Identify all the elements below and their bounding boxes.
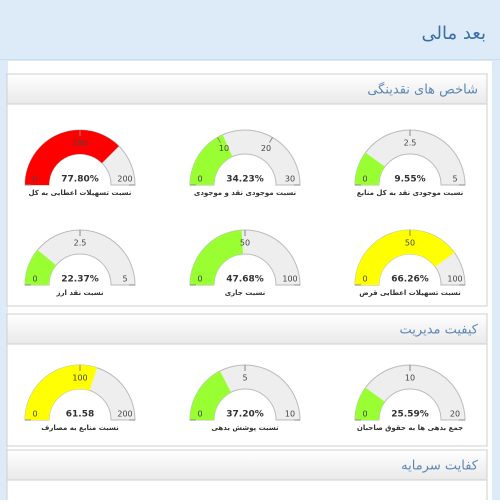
gauge-tick-label: 30 bbox=[285, 175, 295, 184]
gauge-fill bbox=[25, 130, 119, 185]
side-strip bbox=[492, 60, 500, 500]
gauge-tick bbox=[217, 137, 221, 143]
gauge-value: 47.68% bbox=[226, 275, 264, 285]
panel-header bbox=[6, 313, 488, 345]
gauge-tick-label: 0 bbox=[362, 175, 367, 184]
gauge-tick-label: 10 bbox=[285, 410, 295, 419]
gauge-tick-label: 20 bbox=[261, 144, 271, 153]
panel-title: کیفیت مدیریت bbox=[400, 323, 479, 338]
gauge-caption: نسبت جاری bbox=[225, 289, 266, 297]
page-title: بعد مالی bbox=[422, 23, 486, 44]
gauge-fill bbox=[25, 249, 57, 285]
panel-header bbox=[6, 449, 488, 481]
gauge-tick-label: 5 bbox=[122, 275, 127, 284]
gauge-caption: نسبت موجودی نقد به کل منابع bbox=[357, 189, 464, 197]
panel bbox=[6, 73, 488, 307]
gauge-value: 34.23% bbox=[226, 175, 264, 185]
gauge-tick-label: 100 bbox=[447, 275, 462, 284]
gauge-value: 37.20% bbox=[226, 410, 264, 420]
gauge-track bbox=[24, 229, 136, 286]
gauge-caption: نسبت پوشش بدهی bbox=[211, 424, 279, 432]
gauge-caption: نسبت تسهیلات اعطایی قرض bbox=[359, 289, 461, 297]
gauge-tick-label: 200 bbox=[117, 410, 132, 419]
gauge-tick-label: 0 bbox=[362, 410, 367, 419]
gauge-value: 66.26% bbox=[391, 275, 429, 285]
gauge-tick-label: 0 bbox=[197, 175, 202, 184]
gauge-track bbox=[354, 364, 466, 421]
gauge-fill bbox=[189, 370, 231, 420]
gauge-tick-label: 100 bbox=[72, 374, 87, 383]
gauge-value: 25.59% bbox=[391, 410, 429, 420]
gauge-fill bbox=[190, 134, 233, 185]
gauge-fill bbox=[25, 365, 97, 420]
gauge-fill bbox=[355, 229, 455, 285]
panel-header bbox=[6, 73, 488, 105]
gauge-value: 9.55% bbox=[394, 175, 425, 185]
gauge-tick-label: 20 bbox=[450, 410, 460, 419]
gauge-tick-label: 5 bbox=[452, 175, 457, 184]
gauge-tick-label: 100 bbox=[282, 275, 297, 284]
gauge-caption: نسبت تسهیلات اعطایی به کل bbox=[29, 189, 132, 197]
gauge-caption: نسبت نقد ارز bbox=[55, 289, 103, 297]
gauge-caption: نسبت موجودی نقد و موجودی bbox=[194, 189, 297, 197]
gauge-value: 22.37% bbox=[61, 275, 99, 285]
gauge-tick-label: 2.5 bbox=[74, 239, 87, 248]
gauge-fill bbox=[355, 387, 385, 420]
gauge-fill bbox=[190, 230, 244, 285]
gauge-tick bbox=[269, 137, 273, 143]
gauge-tick-label: 10 bbox=[219, 144, 229, 153]
gauge-tick-label: 2.5 bbox=[404, 139, 417, 148]
gauge-tick-label: 0 bbox=[197, 275, 202, 284]
gauge-tick-label: 0 bbox=[32, 410, 37, 419]
gauge-fill bbox=[355, 152, 385, 185]
gauge-value: 77.80% bbox=[61, 175, 99, 185]
panel-title: کفایت سرمایه bbox=[401, 459, 479, 474]
side-strip bbox=[0, 60, 8, 500]
gauge-tick-label: 0 bbox=[362, 275, 367, 284]
panel-title: شاخص های نقدینگی bbox=[367, 82, 478, 98]
header-bar bbox=[0, 0, 500, 60]
gauge-tick-label: 200 bbox=[117, 175, 132, 184]
gauge-tick-label: 0 bbox=[32, 175, 37, 184]
gauge-caption: نسبت منابع به مصارف bbox=[41, 424, 119, 432]
gauge-tick-label: 0 bbox=[197, 410, 202, 419]
gauge-tick-label: 50 bbox=[240, 239, 250, 248]
gauge-tick-label: 10 bbox=[405, 374, 415, 383]
gauge-tick-label: 50 bbox=[405, 239, 415, 248]
gauge-track bbox=[354, 129, 466, 186]
gauge-tick-label: 100 bbox=[72, 139, 87, 148]
gauge-tick-label: 0 bbox=[32, 275, 37, 284]
gauge-value: 61.58 bbox=[66, 410, 94, 420]
gauge-caption: جمع بدهی ها به حقوق صاحبان bbox=[357, 424, 463, 432]
gauge-tick-label: 5 bbox=[242, 374, 247, 383]
